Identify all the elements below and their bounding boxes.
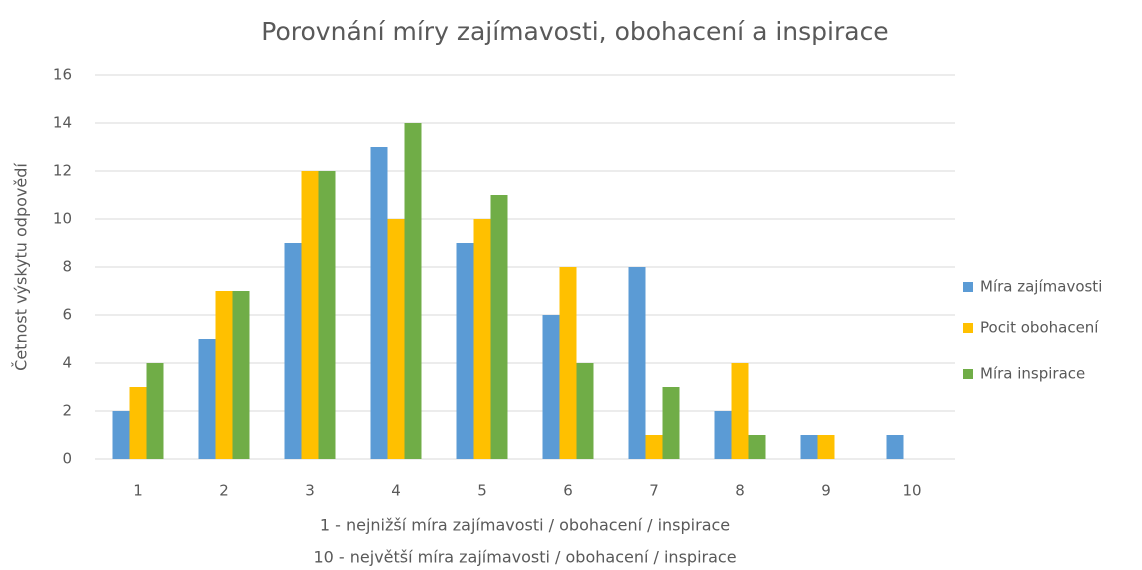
y-tick-label: 12	[53, 162, 72, 180]
bar	[490, 195, 508, 459]
bar	[473, 219, 491, 459]
legend-label: Míra inspirace	[980, 365, 1085, 383]
x-tick-label: 8	[735, 482, 745, 500]
legend-label: Pocit obohacení	[980, 319, 1099, 337]
legend-swatch	[963, 323, 973, 333]
legend-swatch	[963, 282, 973, 292]
x-axis-label: 10 - největší míra zajímavosti / obohace…	[313, 548, 736, 567]
y-tick-label: 0	[62, 450, 72, 468]
legend-label: Míra zajímavosti	[980, 278, 1102, 296]
bar	[456, 243, 474, 459]
x-tick-label: 1	[133, 482, 143, 500]
bar	[318, 171, 336, 459]
bar	[628, 267, 646, 459]
y-tick-label: 16	[53, 66, 72, 84]
bar	[146, 363, 164, 459]
bar	[370, 147, 388, 459]
bar	[714, 411, 732, 459]
x-tick-label: 2	[219, 482, 229, 500]
bar	[559, 267, 577, 459]
x-tick-label: 7	[649, 482, 659, 500]
bar	[112, 411, 130, 459]
bar	[129, 387, 147, 459]
y-tick-label: 4	[62, 354, 72, 372]
x-tick-label: 3	[305, 482, 315, 500]
bar	[645, 435, 663, 459]
bar	[404, 123, 422, 459]
bar	[198, 339, 216, 459]
y-tick-label: 2	[62, 402, 72, 420]
x-tick-label: 4	[391, 482, 401, 500]
bar	[662, 387, 680, 459]
x-tick-label: 10	[902, 482, 921, 500]
legend-swatch	[963, 369, 973, 379]
y-tick-label: 14	[53, 114, 72, 132]
x-axis-label: 1 - nejnižší míra zajímavosti / obohacen…	[320, 516, 730, 535]
bar	[215, 291, 233, 459]
y-axis-label: Četnost výskytu odpovědí	[12, 163, 31, 371]
bar	[284, 243, 302, 459]
x-tick-label: 6	[563, 482, 573, 500]
y-tick-label: 6	[62, 306, 72, 324]
bar	[886, 435, 904, 459]
x-tick-label: 9	[821, 482, 831, 500]
bar	[748, 435, 766, 459]
bar	[731, 363, 749, 459]
bar	[542, 315, 560, 459]
bar	[387, 219, 405, 459]
y-tick-label: 10	[53, 210, 72, 228]
bar	[232, 291, 250, 459]
bar	[800, 435, 818, 459]
bar	[576, 363, 594, 459]
x-tick-label: 5	[477, 482, 487, 500]
chart-title: Porovnání míry zajímavosti, obohacení a …	[261, 17, 888, 46]
bar	[817, 435, 835, 459]
bar	[301, 171, 319, 459]
y-tick-label: 8	[62, 258, 72, 276]
